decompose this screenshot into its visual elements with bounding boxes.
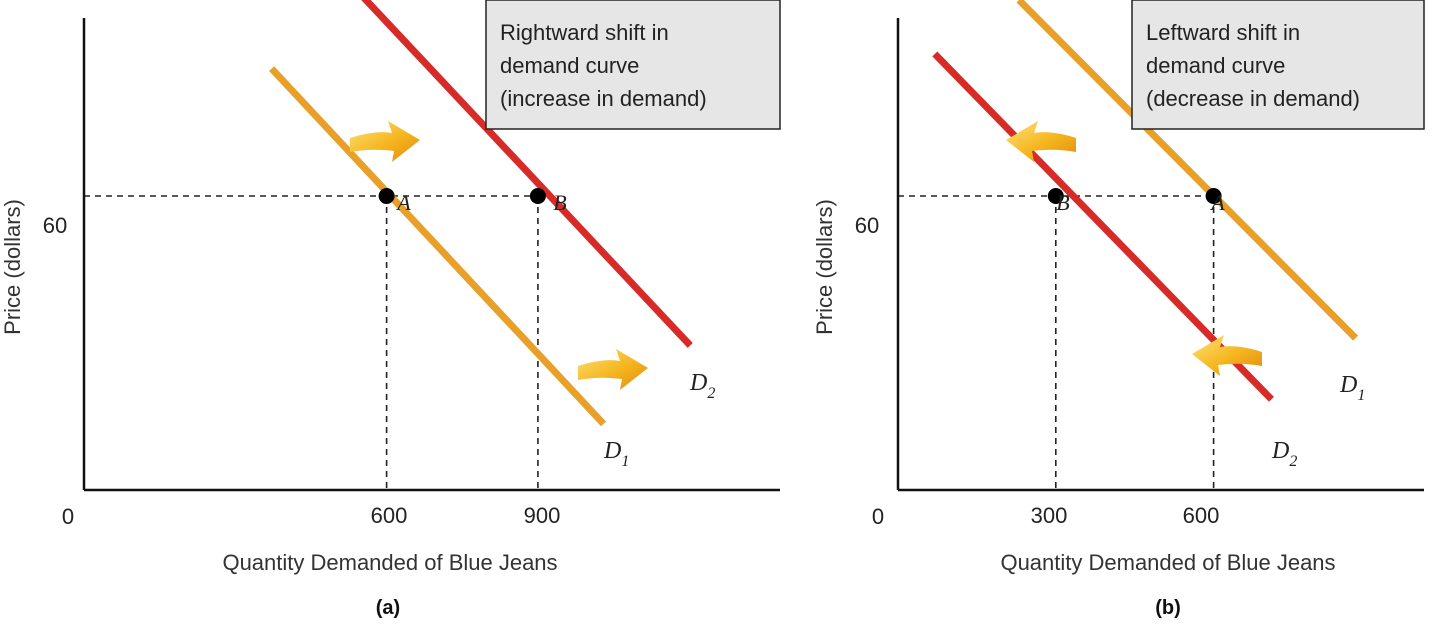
- panel-b-annotation-box: Leftward shift in demand curve (decrease…: [1131, 0, 1425, 130]
- panel-b-chart: Leftward shift in demand curve (decrease…: [812, 0, 1425, 619]
- shift-arrow-left-lower: [1192, 335, 1262, 376]
- y-tick-label: 60: [855, 213, 879, 238]
- x-tick-label: 900: [524, 503, 561, 528]
- demand-curve-d1: [269, 66, 607, 427]
- y-tick-label: 60: [43, 213, 67, 238]
- panel-a-annotation-box: Rightward shift in demand curve (increas…: [485, 0, 781, 130]
- point-a: [378, 188, 395, 204]
- annotation-line-2: demand curve: [500, 53, 639, 78]
- curve-label-d1: D1: [1339, 372, 1365, 404]
- annotation-line-3: (increase in demand): [500, 86, 707, 111]
- curve-label-d2: D2: [689, 370, 715, 402]
- x-tick-label: 600: [1183, 503, 1220, 528]
- shift-arrow-left-upper: [1006, 121, 1076, 162]
- panel-label: (a): [376, 597, 400, 619]
- curve-label-d1: D1: [603, 438, 629, 470]
- panel-a-shift-arrows: [350, 121, 648, 390]
- x-axis-label: Quantity Demanded of Blue Jeans: [222, 550, 557, 575]
- x-axis-label: Quantity Demanded of Blue Jeans: [1000, 550, 1335, 575]
- panel-a-chart: Rightward shift in demand curve (increas…: [0, 0, 781, 619]
- curve-label-d2: D2: [1271, 438, 1297, 470]
- shift-arrow-right-lower: [578, 349, 648, 390]
- annotation-line-1: Rightward shift in: [500, 20, 669, 45]
- point-a: [1205, 188, 1222, 204]
- point-label: B: [553, 190, 566, 215]
- point-label: B: [1056, 190, 1069, 215]
- shift-arrow-right-upper: [350, 121, 420, 162]
- y-axis-label: Price (dollars): [0, 199, 25, 335]
- annotation-line-3: (decrease in demand): [1146, 86, 1360, 111]
- panel-b-shift-arrows: [1006, 121, 1262, 376]
- x-tick-label: 600: [371, 503, 408, 528]
- demand-curve-d1: [1016, 0, 1359, 341]
- point-label: A: [1209, 190, 1225, 215]
- annotation-line-2: demand curve: [1146, 53, 1285, 78]
- annotation-line-1: Leftward shift in: [1146, 20, 1300, 45]
- point-b: [1047, 188, 1064, 204]
- y-axis-label: Price (dollars): [812, 199, 837, 335]
- point-b: [529, 188, 546, 204]
- x-tick-label: 300: [1031, 503, 1068, 528]
- origin-label: 0: [62, 504, 74, 529]
- demand-curve-d2: [361, 0, 693, 348]
- panel-label: (b): [1155, 597, 1181, 619]
- origin-label: 0: [872, 504, 884, 529]
- point-label: A: [395, 190, 411, 215]
- panel-a-plot-area: [82, 0, 780, 492]
